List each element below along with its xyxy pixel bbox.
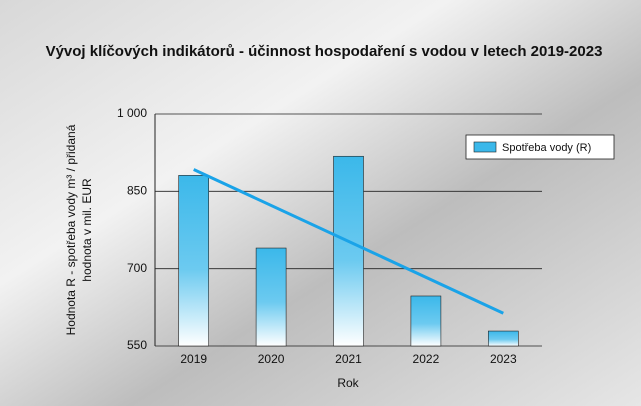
bar xyxy=(255,247,287,347)
y-axis-label-line: hodnota v mil. EUR xyxy=(80,178,94,282)
y-tick-label: 700 xyxy=(127,261,147,275)
bar xyxy=(410,295,442,347)
y-tick-label: 850 xyxy=(127,184,147,198)
chart-title: Vývoj klíčových indikátorů - účinnost ho… xyxy=(46,43,603,60)
x-axis-label: Rok xyxy=(337,376,359,390)
x-tick-label: 2021 xyxy=(335,352,362,366)
bar xyxy=(178,175,209,347)
bar xyxy=(487,330,519,347)
x-tick-label: 2022 xyxy=(413,352,440,366)
x-tick-label: 2020 xyxy=(258,352,285,366)
x-tick-label: 2023 xyxy=(490,352,517,366)
y-axis-label-line: Hodnota R - spotřeba vody m³ / přidaná xyxy=(64,124,78,335)
bar xyxy=(333,155,364,347)
legend-swatch xyxy=(473,141,497,153)
y-tick-label: 550 xyxy=(127,338,147,352)
y-axis-label: Hodnota R - spotřeba vody m³ / přidaná h… xyxy=(64,124,94,335)
trend-line xyxy=(193,168,504,315)
legend-label: Spotřeba vody (R) xyxy=(502,142,591,154)
y-tick-label: 1 000 xyxy=(117,106,147,120)
x-tick-label: 2019 xyxy=(180,352,207,366)
